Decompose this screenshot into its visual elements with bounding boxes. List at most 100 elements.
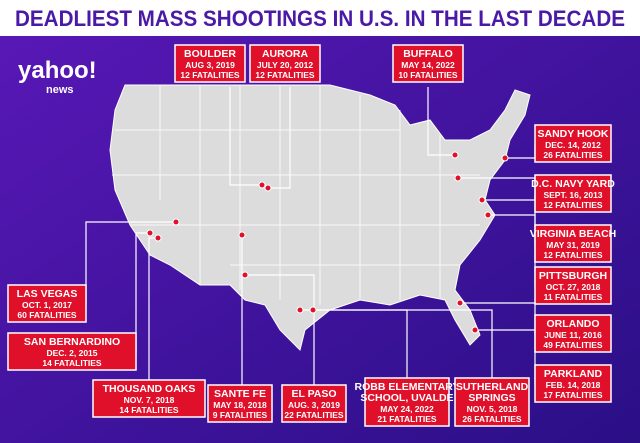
callout-fatalities: 12 FATALITIES (255, 70, 315, 80)
callout-date: OCT. 1, 2017 (22, 300, 72, 310)
callout-name: SUTHERLAND (456, 381, 529, 393)
callout-name: SANDY HOOK (538, 128, 609, 140)
callout-fatalities: 49 FATALITIES (543, 340, 603, 350)
logo-sub: news (46, 84, 74, 96)
callout-date: OCT. 27, 2018 (546, 282, 601, 292)
callout-name: D.C. NAVY YARD (531, 178, 615, 190)
callout-box (534, 266, 612, 305)
callout-date: MAY 18, 2018 (213, 400, 267, 410)
callout-name: ORLANDO (546, 318, 599, 330)
callout-date: AUG 3, 2019 (185, 60, 235, 70)
callout-fatalities: 9 FATALITIES (213, 410, 268, 420)
callout-box (281, 384, 347, 423)
leader-line (245, 274, 315, 385)
callout-fatalities: 12 FATALITIES (180, 70, 240, 80)
callout-box (534, 314, 612, 353)
callout-box (92, 379, 206, 418)
location-dot (309, 306, 317, 314)
callout-name: LAS VEGAS (17, 288, 78, 300)
location-dot (456, 299, 464, 307)
callout-box (174, 44, 246, 83)
callout-name: BOULDER (184, 48, 236, 60)
callout-name: BUFFALO (403, 48, 453, 60)
state-lines (112, 85, 480, 305)
callout-name: THOUSAND OAKS (103, 383, 196, 395)
callout-fatalities: 60 FATALITIES (17, 310, 77, 320)
callout-fatalities: 26 FATALITIES (462, 414, 522, 424)
location-dot (296, 306, 304, 314)
location-dot (146, 229, 154, 237)
location-dot (484, 211, 492, 219)
location-dot (238, 231, 246, 239)
callout-box (454, 377, 530, 427)
callout-box (534, 174, 612, 213)
callout-date: DEC. 2, 2015 (46, 348, 97, 358)
callout-box (364, 377, 450, 427)
location-dot (451, 151, 459, 159)
callout-fatalities: 12 FATALITIES (543, 200, 603, 210)
location-dot (454, 174, 462, 182)
title: DEADLIEST MASS SHOOTINGS IN U.S. IN THE … (15, 6, 625, 31)
leader-line (427, 87, 455, 156)
callout-fatalities: 12 FATALITIES (543, 250, 603, 260)
location-dot (501, 154, 509, 162)
leader-line (85, 221, 176, 305)
title-bar (0, 0, 640, 36)
callout-date: MAY 24, 2022 (380, 404, 434, 414)
callout-box (7, 332, 137, 371)
callout-name: PARKLAND (544, 368, 603, 380)
callout-fatalities: 10 FATALITIES (398, 70, 458, 80)
callout-date: DEC. 14, 2012 (545, 140, 601, 150)
callout-name: AURORA (262, 48, 308, 60)
callout-name: ROBB ELEMENTARY (355, 381, 460, 393)
location-dot (258, 181, 266, 189)
leader-line (458, 177, 536, 287)
leader-line (313, 309, 493, 378)
callout-date: AUG. 3, 2019 (288, 400, 340, 410)
callout-box (7, 284, 87, 323)
callout-fatalities: 21 FATALITIES (377, 414, 437, 424)
callout-box (207, 384, 273, 423)
logo: yahoo! (18, 57, 97, 84)
callout-date: SEPT. 16, 2013 (543, 190, 602, 200)
callout-box (534, 364, 612, 403)
callout-fatalities: 26 FATALITIES (543, 150, 603, 160)
callout-fatalities: 22 FATALITIES (284, 410, 344, 420)
callout-name: SAN BERNARDINO (24, 336, 120, 348)
callout-fatalities: 14 FATALITIES (119, 405, 179, 415)
callout-box (249, 44, 321, 83)
callout-date: JULY 20, 2012 (257, 60, 314, 70)
callout-box (534, 124, 612, 163)
callout-date: NOV. 7, 2018 (124, 395, 175, 405)
callout-date: MAY 31, 2019 (546, 240, 600, 250)
callout-name: SPRINGS (468, 392, 515, 404)
location-dot (478, 196, 486, 204)
leader-line (268, 87, 291, 189)
leader-line (135, 232, 150, 353)
callout-date: NOV. 5, 2018 (467, 404, 518, 414)
leader-line (229, 87, 262, 186)
callout-name: SCHOOL, UVALDE (360, 392, 453, 404)
location-dot (154, 234, 162, 242)
callout-name: EL PASO (291, 388, 336, 400)
callout-date: MAY 14, 2022 (401, 60, 455, 70)
callout-name: PITTSBURGH (539, 270, 607, 282)
callout-fatalities: 11 FATALITIES (544, 292, 603, 302)
